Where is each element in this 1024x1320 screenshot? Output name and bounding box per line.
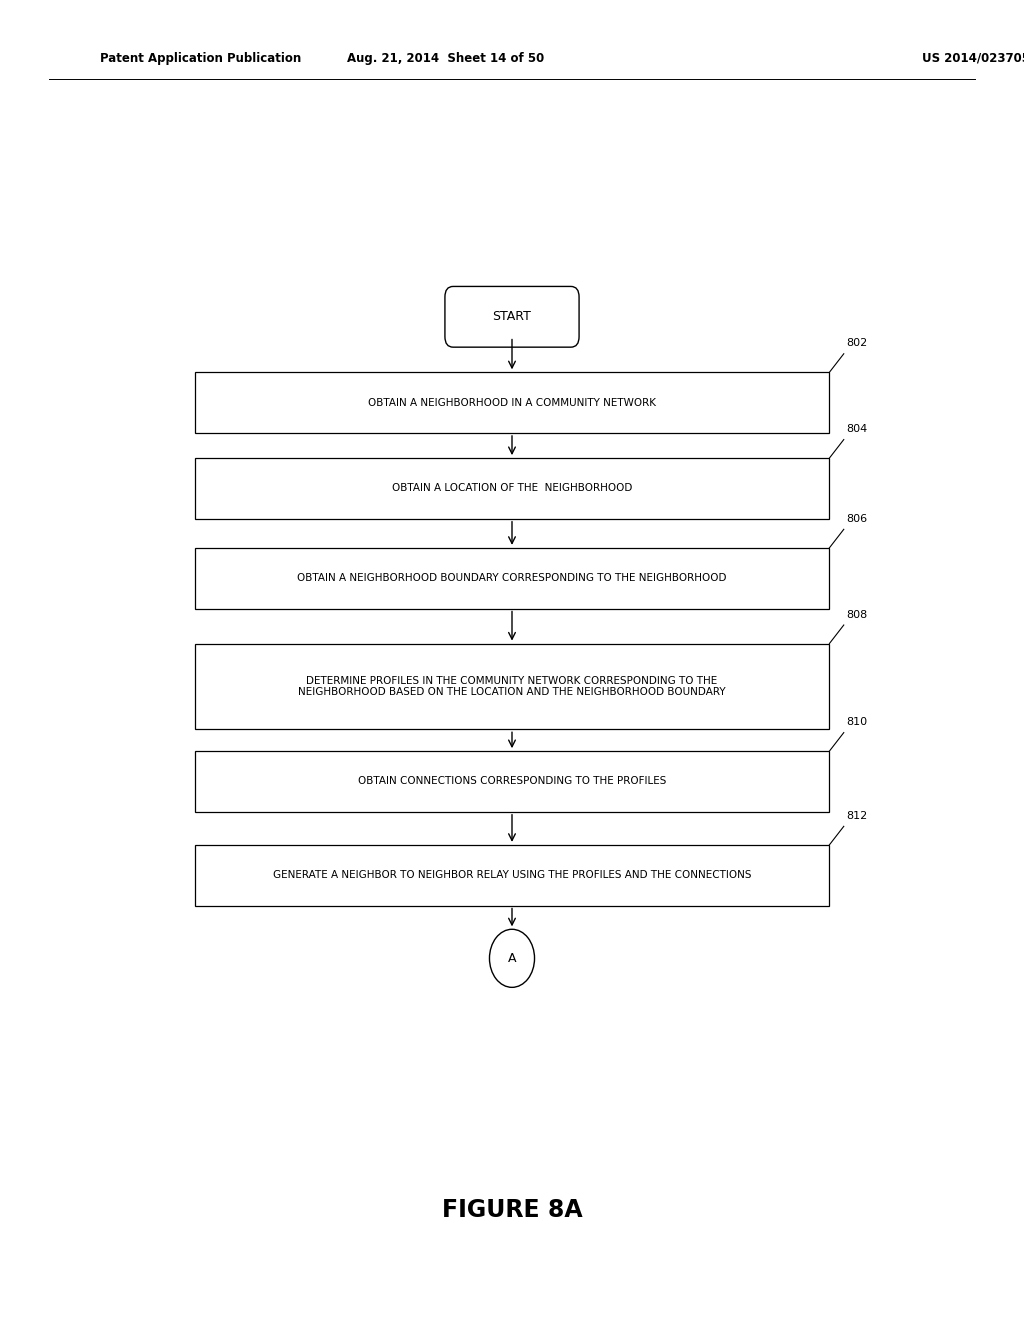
Text: START: START xyxy=(493,310,531,323)
Text: 808: 808 xyxy=(846,610,867,620)
Text: 802: 802 xyxy=(846,338,867,348)
Bar xyxy=(195,845,829,906)
Text: OBTAIN A NEIGHBORHOOD IN A COMMUNITY NETWORK: OBTAIN A NEIGHBORHOOD IN A COMMUNITY NET… xyxy=(368,397,656,408)
Bar xyxy=(195,751,829,812)
Text: 804: 804 xyxy=(846,424,867,434)
Text: 806: 806 xyxy=(846,513,867,524)
Text: GENERATE A NEIGHBOR TO NEIGHBOR RELAY USING THE PROFILES AND THE CONNECTIONS: GENERATE A NEIGHBOR TO NEIGHBOR RELAY US… xyxy=(272,870,752,880)
Bar xyxy=(195,458,829,519)
Text: Patent Application Publication: Patent Application Publication xyxy=(100,51,302,65)
Text: DETERMINE PROFILES IN THE COMMUNITY NETWORK CORRESPONDING TO THE
NEIGHBORHOOD BA: DETERMINE PROFILES IN THE COMMUNITY NETW… xyxy=(298,676,726,697)
Text: OBTAIN CONNECTIONS CORRESPONDING TO THE PROFILES: OBTAIN CONNECTIONS CORRESPONDING TO THE … xyxy=(357,776,667,787)
Bar xyxy=(195,548,829,609)
Text: US 2014/0237051 A1: US 2014/0237051 A1 xyxy=(922,51,1024,65)
Text: Aug. 21, 2014  Sheet 14 of 50: Aug. 21, 2014 Sheet 14 of 50 xyxy=(347,51,544,65)
Bar xyxy=(195,372,829,433)
Text: FIGURE 8A: FIGURE 8A xyxy=(441,1199,583,1222)
Text: A: A xyxy=(508,952,516,965)
Text: OBTAIN A LOCATION OF THE  NEIGHBORHOOD: OBTAIN A LOCATION OF THE NEIGHBORHOOD xyxy=(392,483,632,494)
Text: 810: 810 xyxy=(846,717,867,727)
FancyBboxPatch shape xyxy=(444,286,580,347)
Text: OBTAIN A NEIGHBORHOOD BOUNDARY CORRESPONDING TO THE NEIGHBORHOOD: OBTAIN A NEIGHBORHOOD BOUNDARY CORRESPON… xyxy=(297,573,727,583)
Bar xyxy=(195,644,829,729)
Text: 812: 812 xyxy=(846,810,867,821)
